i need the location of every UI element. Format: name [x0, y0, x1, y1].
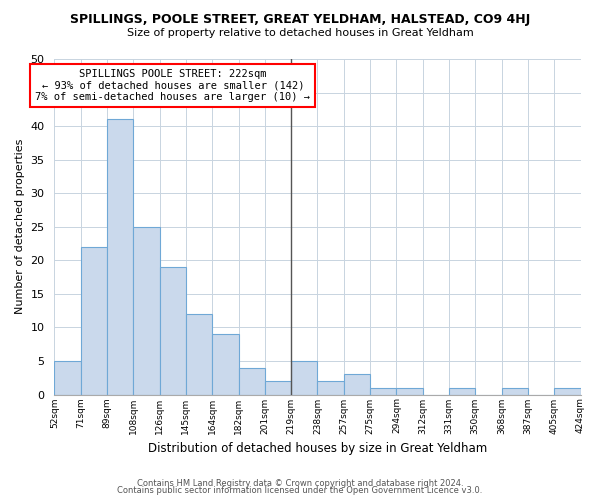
Text: Contains HM Land Registry data © Crown copyright and database right 2024.: Contains HM Land Registry data © Crown c… [137, 478, 463, 488]
Bar [186, 314, 212, 394]
Bar [212, 334, 239, 394]
Text: SPILLINGS, POOLE STREET, GREAT YELDHAM, HALSTEAD, CO9 4HJ: SPILLINGS, POOLE STREET, GREAT YELDHAM, … [70, 12, 530, 26]
Bar [160, 267, 186, 394]
Bar [239, 368, 265, 394]
Bar [107, 120, 133, 394]
Bar [449, 388, 475, 394]
Bar [55, 361, 81, 394]
Bar [370, 388, 397, 394]
Bar [133, 227, 160, 394]
Bar [81, 247, 107, 394]
Bar [317, 381, 344, 394]
Bar [502, 388, 528, 394]
X-axis label: Distribution of detached houses by size in Great Yeldham: Distribution of detached houses by size … [148, 442, 487, 455]
Bar [265, 381, 291, 394]
Bar [554, 388, 581, 394]
Bar [344, 374, 370, 394]
Text: Size of property relative to detached houses in Great Yeldham: Size of property relative to detached ho… [127, 28, 473, 38]
Text: Contains public sector information licensed under the Open Government Licence v3: Contains public sector information licen… [118, 486, 482, 495]
Text: SPILLINGS POOLE STREET: 222sqm
← 93% of detached houses are smaller (142)
7% of : SPILLINGS POOLE STREET: 222sqm ← 93% of … [35, 69, 310, 102]
Bar [397, 388, 422, 394]
Y-axis label: Number of detached properties: Number of detached properties [15, 139, 25, 314]
Bar [291, 361, 317, 394]
